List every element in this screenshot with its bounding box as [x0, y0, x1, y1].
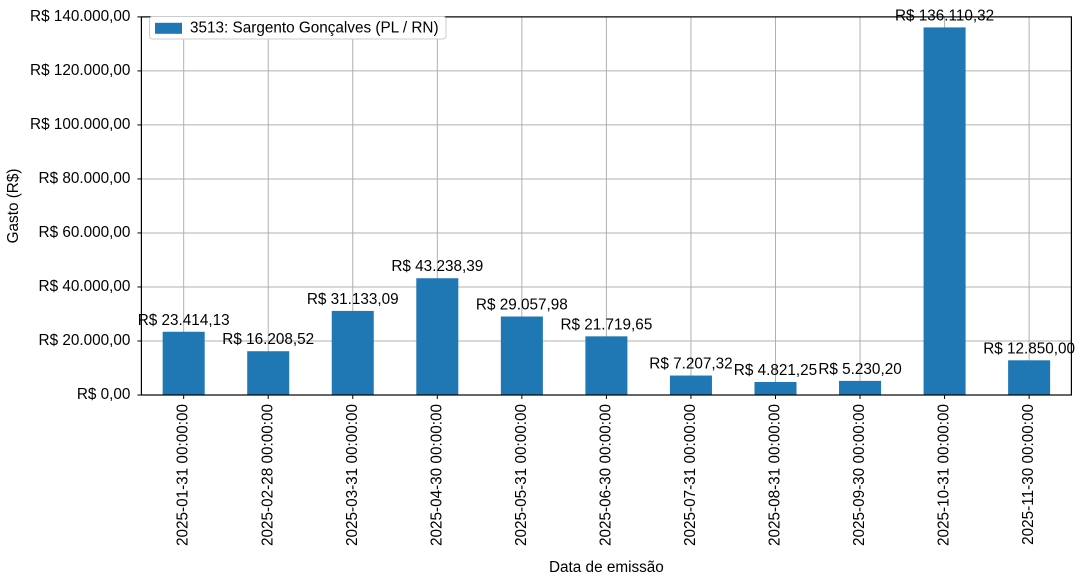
svg-text:Data de emissão: Data de emissão	[549, 559, 664, 576]
svg-text:R$ 12.850,00: R$ 12.850,00	[983, 340, 1075, 357]
svg-text:2025-07-31 00:00:00: 2025-07-31 00:00:00	[682, 404, 699, 546]
svg-text:2025-05-31 00:00:00: 2025-05-31 00:00:00	[513, 404, 530, 546]
svg-text:R$ 7.207,32: R$ 7.207,32	[649, 356, 732, 373]
svg-text:Gasto (R$): Gasto (R$)	[5, 169, 22, 244]
svg-text:R$ 4.821,25: R$ 4.821,25	[734, 362, 817, 379]
svg-text:R$ 21.719,65: R$ 21.719,65	[560, 316, 652, 333]
svg-text:R$ 140.000,00: R$ 140.000,00	[30, 8, 130, 25]
svg-text:R$ 136.110,32: R$ 136.110,32	[895, 7, 994, 24]
svg-text:2025-03-31 00:00:00: 2025-03-31 00:00:00	[344, 404, 361, 546]
svg-text:2025-01-31 00:00:00: 2025-01-31 00:00:00	[175, 404, 192, 546]
svg-text:R$ 120.000,00: R$ 120.000,00	[30, 62, 130, 79]
svg-text:R$ 16.208,52: R$ 16.208,52	[222, 331, 314, 348]
svg-text:R$ 5.230,20: R$ 5.230,20	[818, 361, 901, 378]
svg-text:R$ 60.000,00: R$ 60.000,00	[39, 224, 131, 241]
svg-text:R$ 40.000,00: R$ 40.000,00	[39, 278, 131, 295]
svg-text:R$ 100.000,00: R$ 100.000,00	[30, 116, 130, 133]
svg-text:R$ 29.057,98: R$ 29.057,98	[476, 297, 568, 314]
svg-text:R$ 0,00: R$ 0,00	[77, 386, 131, 403]
svg-text:2025-06-30 00:00:00: 2025-06-30 00:00:00	[597, 404, 614, 546]
svg-text:R$ 23.414,13: R$ 23.414,13	[138, 312, 230, 329]
svg-text:2025-08-31 00:00:00: 2025-08-31 00:00:00	[767, 404, 784, 546]
svg-text:R$ 20.000,00: R$ 20.000,00	[39, 332, 131, 349]
svg-text:2025-02-28 00:00:00: 2025-02-28 00:00:00	[259, 404, 276, 546]
svg-text:R$ 80.000,00: R$ 80.000,00	[39, 170, 131, 187]
svg-text:2025-04-30 00:00:00: 2025-04-30 00:00:00	[428, 404, 445, 546]
svg-text:2025-10-31 00:00:00: 2025-10-31 00:00:00	[936, 404, 953, 546]
svg-text:2025-11-30 00:00:00: 2025-11-30 00:00:00	[1020, 404, 1037, 545]
svg-text:R$ 31.133,09: R$ 31.133,09	[307, 291, 399, 308]
svg-text:2025-09-30 00:00:00: 2025-09-30 00:00:00	[851, 404, 868, 546]
svg-text:3513: Sargento Gonçalves (PL /: 3513: Sargento Gonçalves (PL / RN)	[190, 20, 439, 37]
svg-text:R$ 43.238,39: R$ 43.238,39	[391, 258, 483, 275]
